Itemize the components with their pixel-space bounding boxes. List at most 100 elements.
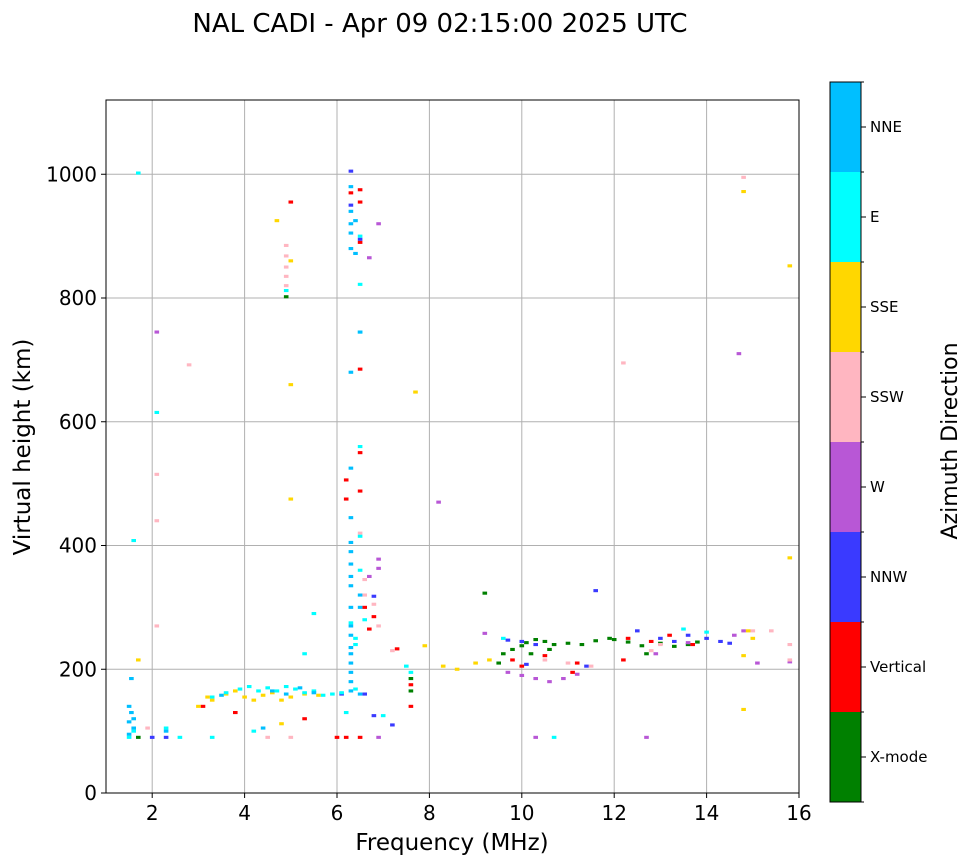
echo-point (283, 289, 289, 293)
echo-point (283, 692, 289, 696)
echo-point (343, 735, 349, 739)
echo-point (316, 693, 321, 697)
echo-point (348, 247, 354, 251)
azimuth-colorbar: X-mode Vertical NNW W SSW SSE E NNE (829, 81, 927, 803)
echo-point (343, 711, 349, 715)
echo-point (265, 686, 270, 690)
echo-point (404, 664, 409, 668)
colorbar-segment (830, 622, 861, 712)
echo-point (625, 640, 631, 644)
echo-point (223, 691, 229, 695)
echo-point (510, 647, 515, 651)
echo-point (639, 644, 645, 648)
echo-point (482, 591, 488, 595)
echo-point (288, 383, 294, 387)
echo-point (787, 556, 793, 560)
echo-point (685, 641, 691, 645)
echo-point (371, 594, 377, 598)
echo-point (681, 627, 686, 631)
echo-point (154, 624, 160, 628)
echo-point (362, 578, 367, 582)
echo-point (787, 643, 793, 647)
echo-point (283, 295, 289, 299)
echo-point (205, 695, 210, 699)
echo-point (302, 652, 307, 656)
echo-point (736, 352, 742, 356)
y-axis-ticks: 0 200 400 600 800 1000 (46, 162, 106, 805)
echo-point (695, 640, 700, 644)
echo-point (440, 664, 446, 668)
echo-point (163, 726, 169, 730)
echo-point (279, 698, 284, 702)
echo-point (644, 735, 649, 739)
echo-point (436, 500, 441, 504)
echo-point (357, 735, 363, 739)
echo-point (288, 695, 294, 699)
echo-point (422, 644, 428, 648)
x-tick-label: 8 (423, 801, 436, 825)
colorbar-segment (830, 532, 861, 622)
echo-point (561, 677, 566, 681)
echo-point (339, 691, 344, 695)
echo-point (408, 677, 414, 681)
echo-point (219, 693, 224, 697)
echo-point (126, 732, 132, 736)
x-tick-label: 12 (601, 801, 626, 825)
colorbar-tick-label: E (870, 208, 879, 226)
echo-point (367, 574, 372, 578)
echo-point (611, 638, 617, 642)
echo-point (265, 735, 270, 739)
echo-point (579, 643, 585, 647)
echo-point (357, 534, 363, 538)
echo-point (376, 557, 381, 561)
echo-point (348, 646, 354, 650)
echo-point (283, 254, 289, 258)
echo-point (357, 692, 363, 696)
echo-point (551, 643, 557, 647)
echo-point (551, 735, 557, 739)
echo-point (519, 664, 525, 668)
echo-point (524, 662, 529, 666)
echo-point (163, 729, 169, 733)
x-tick-label: 16 (786, 801, 811, 825)
echo-point (533, 638, 538, 642)
echo-point (251, 729, 257, 733)
echo-point (357, 568, 363, 572)
echo-point (371, 615, 377, 619)
echo-point (353, 219, 358, 223)
echo-point (357, 240, 363, 244)
echo-point (279, 722, 284, 726)
echo-point (348, 562, 354, 566)
x-tick-label: 6 (331, 801, 344, 825)
echo-point (501, 636, 506, 640)
echo-point (288, 200, 294, 204)
y-tick-label: 400 (59, 534, 97, 558)
echo-point (283, 274, 289, 278)
echo-point (574, 672, 580, 676)
colorbar-tick-label: SSW (870, 388, 904, 406)
echo-point (145, 726, 150, 730)
echo-point (288, 259, 294, 263)
echo-points (126, 169, 793, 739)
echo-point (510, 658, 515, 662)
echo-point (131, 726, 136, 730)
echo-point (129, 711, 134, 715)
series-vertical (200, 188, 695, 739)
echo-point (343, 478, 349, 482)
echo-point (196, 704, 201, 708)
echo-point (357, 605, 363, 609)
echo-point (667, 633, 672, 637)
echo-point (154, 410, 160, 414)
echo-point (533, 735, 538, 739)
echo-point (528, 652, 534, 656)
echo-point (413, 390, 418, 394)
series-nnw (149, 169, 732, 739)
echo-point (297, 686, 303, 690)
echo-point (607, 636, 612, 640)
echo-point (658, 643, 663, 647)
echo-point (741, 654, 746, 658)
echo-point (353, 643, 358, 647)
echo-point (672, 639, 677, 643)
echo-point (672, 644, 677, 648)
